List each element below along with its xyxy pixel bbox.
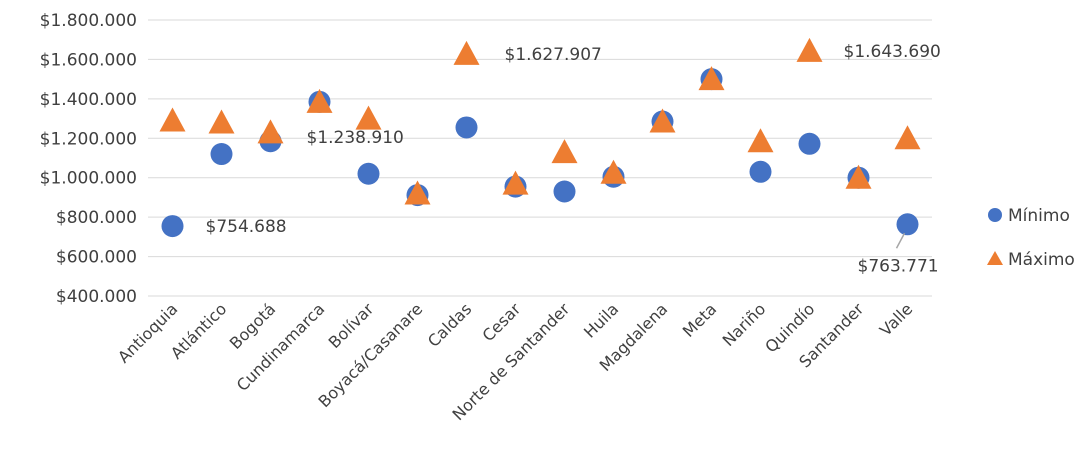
legend-marker-minimo [988,208,1002,222]
point-maximo [257,119,284,144]
y-tick-label: $1.000.000 [40,169,137,189]
point-maximo [600,159,627,184]
point-maximo [649,108,676,133]
data-label: $1.643.690 [844,42,941,62]
x-axis-tick-labels: AntioquiaAtlánticoBogotáCundinamarcaBolí… [114,299,916,424]
x-tick-label: Meta [679,299,721,341]
data-annotations: $754.688 $1.238.910 $1.627.907 $1.643.690 $7… [206,42,941,276]
point-maximo [355,105,382,130]
y-tick-label: $600.000 [56,248,137,268]
legend-marker-maximo [987,251,1003,265]
x-tick-label: Cundinamarca [233,299,329,395]
point-maximo [747,128,774,153]
point-maximo [894,125,921,150]
y-tick-label: $1.200.000 [40,129,137,149]
legend-label-maximo: Máximo [1008,250,1075,270]
y-tick-label: $1.600.000 [40,50,137,70]
y-axis-tick-labels: $400.000 $600.000 $800.000 $1.000.000 $1.200… [40,11,137,307]
x-tick-label: Cesar [479,299,525,345]
point-maximo [159,107,186,132]
y-tick-label: $1.400.000 [40,90,137,110]
point-maximo [845,164,872,189]
y-tick-label: $1.800.000 [40,11,137,31]
annotation-leader-line [895,232,906,249]
point-minimo [749,160,772,183]
point-minimo [896,213,919,236]
data-label: $763.771 [858,256,939,276]
data-label: $754.688 [206,217,287,237]
x-tick-label: Valle [876,299,916,339]
data-label: $1.627.907 [505,45,602,65]
point-maximo [796,37,823,62]
y-tick-label: $400.000 [56,287,137,307]
point-maximo [404,180,431,205]
point-minimo [161,215,184,238]
point-maximo [698,66,725,91]
point-maximo [502,170,529,195]
y-tick-label: $800.000 [56,208,137,228]
data-label: $1.238.910 [307,128,404,148]
point-minimo [455,116,478,139]
point-maximo [306,88,333,113]
x-tick-label: Antioquia [114,299,181,366]
legend: Mínimo Máximo [987,206,1075,270]
point-minimo [357,162,380,185]
point-maximo [453,40,480,65]
legend-label-minimo: Mínimo [1008,206,1070,226]
point-minimo [210,143,233,166]
data-points [159,37,921,238]
point-minimo [798,132,821,155]
x-tick-label: Huila [580,299,622,341]
point-maximo [208,109,235,134]
point-maximo [551,139,578,164]
x-tick-label: Caldas [424,299,475,350]
point-minimo [553,180,576,203]
